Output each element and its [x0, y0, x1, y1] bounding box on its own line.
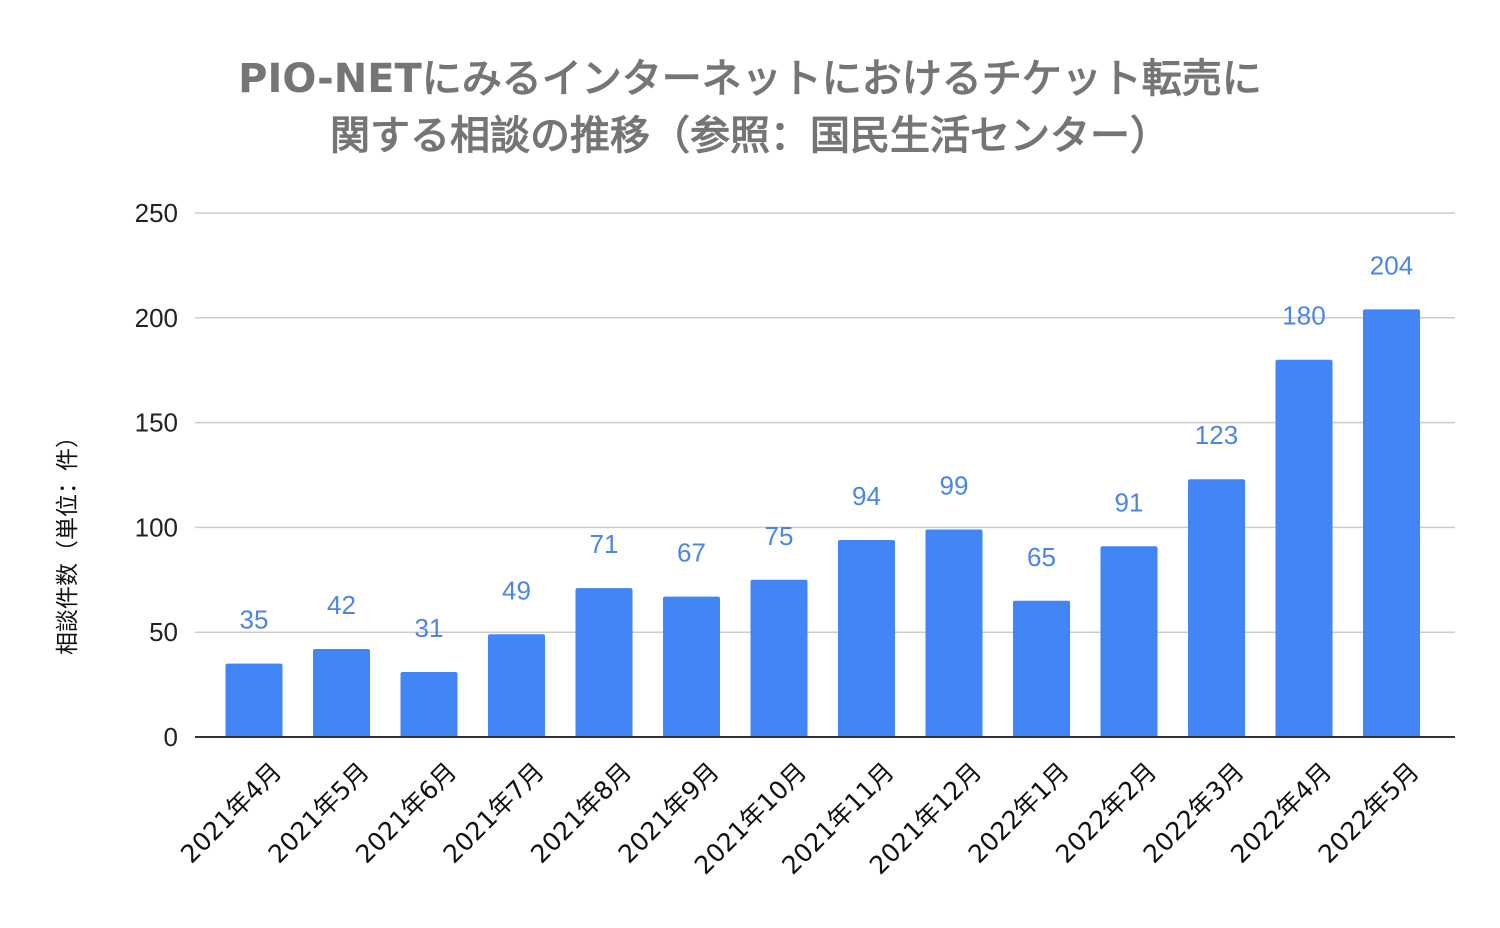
data-label: 75: [765, 521, 794, 551]
gridlines: [195, 212, 1455, 633]
y-tick-label: 250: [135, 198, 178, 228]
data-label: 94: [852, 481, 881, 511]
bar: [925, 529, 983, 737]
bar: [575, 588, 633, 737]
y-axis-label: 相談件数（単位：件）: [55, 425, 81, 655]
bar: [750, 579, 808, 737]
data-label: 99: [940, 470, 969, 500]
data-labels: 35 42 31 49 71 67 75 94 99 65 91 123 180 204: [240, 250, 1414, 643]
y-tick-label: 0: [164, 722, 178, 752]
bar: [663, 596, 720, 737]
data-label: 204: [1370, 250, 1413, 280]
y-tick-label: 50: [149, 617, 178, 647]
chart-title-line-2: 関する相談の推移（参照：国民生活センター）: [330, 113, 1170, 159]
y-axis-ticks: 0 50 100 150 200 250: [135, 198, 178, 752]
data-label: 35: [240, 605, 269, 635]
bar: [1188, 479, 1245, 737]
bar: [225, 663, 283, 737]
data-label: 65: [1027, 542, 1056, 572]
x-axis-labels: 2021年4月2021年5月2021年6月2021年7月2021年8月2021年…: [175, 757, 1425, 880]
y-tick-label: 200: [135, 303, 178, 333]
y-tick-label: 150: [135, 408, 178, 438]
data-label: 123: [1195, 420, 1238, 450]
bar: [488, 634, 545, 737]
bars: [225, 309, 1420, 737]
bar: [838, 539, 895, 737]
bar: [313, 648, 370, 737]
bar: [1275, 359, 1333, 737]
data-label: 31: [415, 613, 444, 643]
bar: [1013, 600, 1070, 737]
bar: [400, 672, 458, 737]
data-label: 42: [327, 590, 356, 620]
data-label: 91: [1115, 487, 1144, 517]
bar: [1100, 546, 1158, 737]
y-tick-label: 100: [135, 512, 178, 542]
data-label: 180: [1282, 301, 1325, 331]
chart-title-line-1: PIO-NETにみるインターネットにおけるチケット転売に: [238, 56, 1262, 102]
data-label: 67: [677, 538, 706, 568]
data-label: 71: [590, 529, 619, 559]
bar: [1363, 309, 1420, 737]
data-label: 49: [502, 575, 531, 605]
